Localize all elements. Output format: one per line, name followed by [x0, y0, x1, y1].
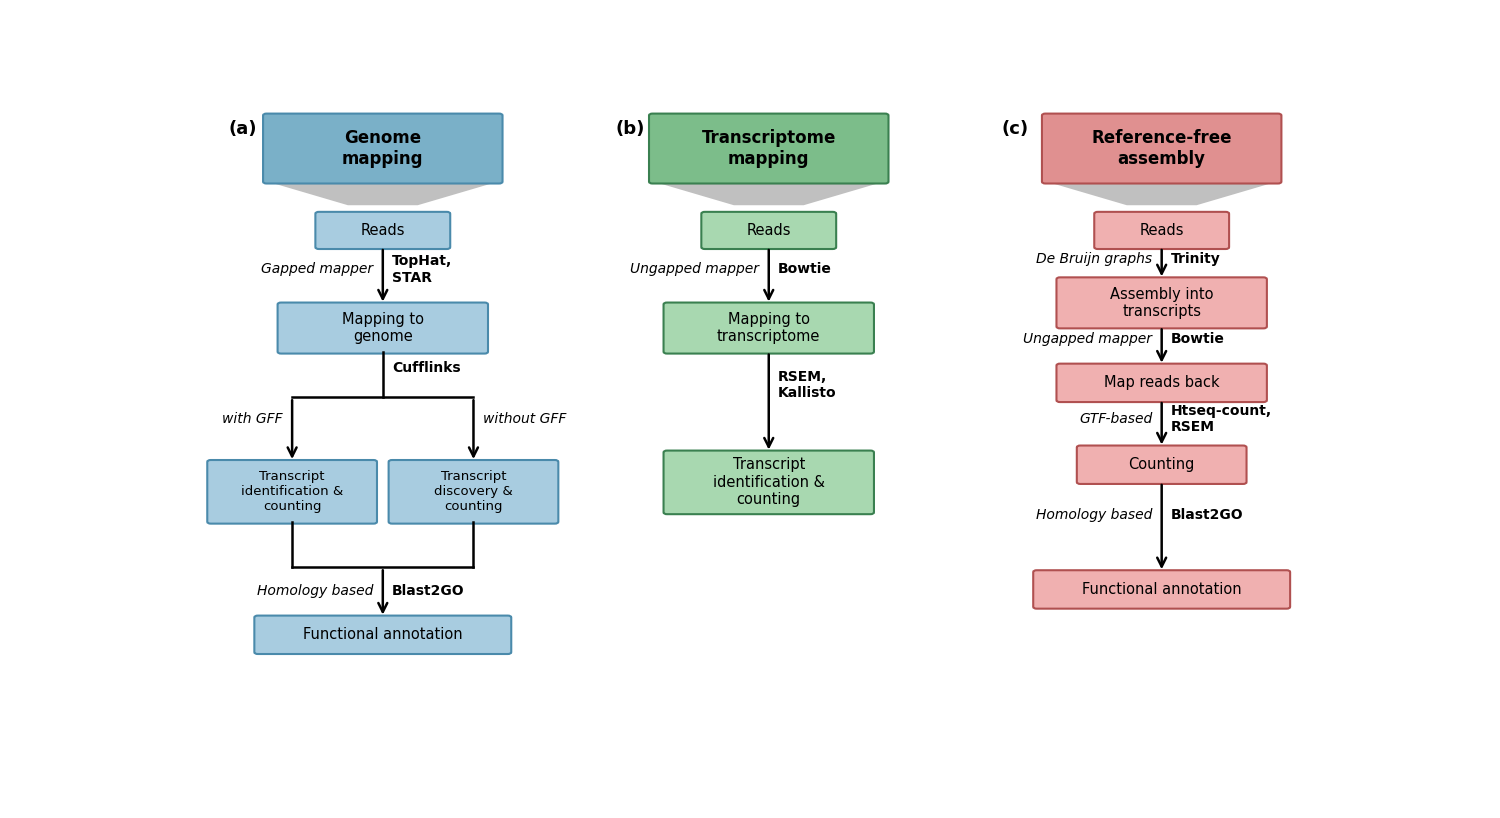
- Text: (a): (a): [228, 120, 256, 138]
- Text: Map reads back: Map reads back: [1104, 375, 1220, 390]
- Text: Cufflinks: Cufflinks: [392, 361, 460, 375]
- Text: Transcriptome
mapping: Transcriptome mapping: [702, 129, 836, 168]
- Text: Blast2GO: Blast2GO: [1172, 508, 1244, 522]
- Text: Assembly into
transcripts: Assembly into transcripts: [1110, 286, 1214, 319]
- FancyBboxPatch shape: [702, 212, 836, 249]
- Text: Functional annotation: Functional annotation: [303, 627, 462, 642]
- FancyBboxPatch shape: [1077, 446, 1246, 484]
- Text: Reads: Reads: [360, 223, 405, 238]
- Text: De Bruijn graphs: De Bruijn graphs: [1036, 252, 1152, 266]
- Text: TopHat,
STAR: TopHat, STAR: [392, 254, 453, 285]
- Text: (b): (b): [615, 120, 645, 138]
- FancyBboxPatch shape: [1042, 114, 1281, 183]
- Text: (c): (c): [1002, 120, 1029, 138]
- Text: Mapping to
genome: Mapping to genome: [342, 312, 424, 344]
- Text: without GFF: without GFF: [483, 412, 566, 426]
- Text: Transcript
identification &
counting: Transcript identification & counting: [242, 470, 344, 514]
- Text: Counting: Counting: [1128, 457, 1196, 472]
- Text: Bowtie: Bowtie: [778, 263, 832, 276]
- FancyBboxPatch shape: [1056, 277, 1268, 328]
- FancyBboxPatch shape: [315, 212, 450, 249]
- Text: Ungapped mapper: Ungapped mapper: [1023, 332, 1152, 346]
- Polygon shape: [267, 182, 500, 205]
- Text: Reads: Reads: [1140, 223, 1184, 238]
- FancyBboxPatch shape: [207, 460, 376, 524]
- Text: Genome
mapping: Genome mapping: [342, 129, 423, 168]
- Text: Reference-free
assembly: Reference-free assembly: [1092, 129, 1232, 168]
- Polygon shape: [652, 182, 885, 205]
- FancyBboxPatch shape: [255, 616, 512, 654]
- Polygon shape: [1046, 182, 1278, 205]
- FancyBboxPatch shape: [663, 451, 874, 515]
- FancyBboxPatch shape: [262, 114, 503, 183]
- Text: Transcript
discovery &
counting: Transcript discovery & counting: [433, 470, 513, 514]
- Text: Transcript
identification &
counting: Transcript identification & counting: [712, 457, 825, 507]
- Text: Htseq-count,
RSEM: Htseq-count, RSEM: [1172, 404, 1272, 434]
- FancyBboxPatch shape: [1056, 364, 1268, 402]
- Text: Gapped mapper: Gapped mapper: [261, 263, 374, 276]
- Text: Blast2GO: Blast2GO: [392, 584, 465, 598]
- Text: GTF-based: GTF-based: [1078, 412, 1152, 426]
- FancyBboxPatch shape: [1094, 212, 1228, 249]
- FancyBboxPatch shape: [1034, 570, 1290, 609]
- Text: Functional annotation: Functional annotation: [1082, 582, 1242, 597]
- Text: Mapping to
transcriptome: Mapping to transcriptome: [717, 312, 821, 344]
- Text: Ungapped mapper: Ungapped mapper: [630, 263, 759, 276]
- Text: Trinity: Trinity: [1172, 252, 1221, 266]
- Text: Homology based: Homology based: [256, 584, 374, 598]
- Text: with GFF: with GFF: [222, 412, 284, 426]
- FancyBboxPatch shape: [650, 114, 888, 183]
- Text: Homology based: Homology based: [1036, 508, 1152, 522]
- FancyBboxPatch shape: [278, 303, 488, 353]
- FancyBboxPatch shape: [663, 303, 874, 353]
- FancyBboxPatch shape: [388, 460, 558, 524]
- Text: Reads: Reads: [747, 223, 790, 238]
- Text: RSEM,
Kallisto: RSEM, Kallisto: [778, 370, 837, 400]
- Text: Bowtie: Bowtie: [1172, 332, 1225, 346]
